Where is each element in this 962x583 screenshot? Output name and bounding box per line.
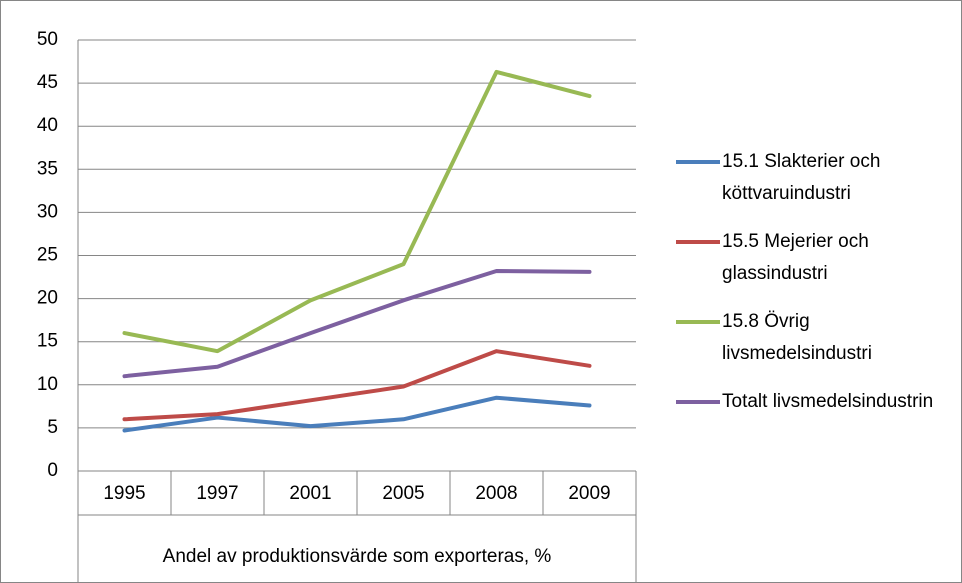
y-tick-label: 0 (47, 460, 58, 481)
y-tick-label: 15 (37, 331, 58, 352)
y-tick-label: 35 (37, 158, 58, 179)
x-axis-label: Andel av produktionsvärde som exporteras… (163, 546, 552, 567)
series-line (122, 349, 592, 422)
y-tick-label: 40 (37, 115, 58, 136)
x-tick-label: 2009 (568, 483, 610, 504)
series-line (122, 69, 592, 354)
legend-label: 15.8 Övrig livsmedelsindustri (722, 311, 872, 364)
x-tick-label: 2005 (382, 483, 424, 504)
legend-label: 15.1 Slakterier och köttvaruindustri (722, 151, 881, 204)
legend-label: 15.5 Mejerier och glassindustri (722, 231, 869, 284)
y-tick-label: 5 (47, 417, 58, 438)
y-tick-label: 30 (37, 201, 58, 222)
y-tick-label: 45 (37, 72, 58, 93)
series-line (122, 395, 592, 433)
series-line (122, 269, 592, 379)
y-tick-label: 50 (37, 29, 58, 50)
y-tick-label: 20 (37, 288, 58, 309)
y-tick-label: 10 (37, 374, 58, 395)
x-tick-label: 2008 (475, 483, 517, 504)
x-tick-label: 2001 (289, 483, 331, 504)
x-tick-label: 1995 (103, 483, 145, 504)
x-tick-label: 1997 (196, 483, 238, 504)
legend-label: Totalt livsmedelsindustrin (722, 391, 934, 412)
y-tick-label: 25 (37, 245, 58, 266)
